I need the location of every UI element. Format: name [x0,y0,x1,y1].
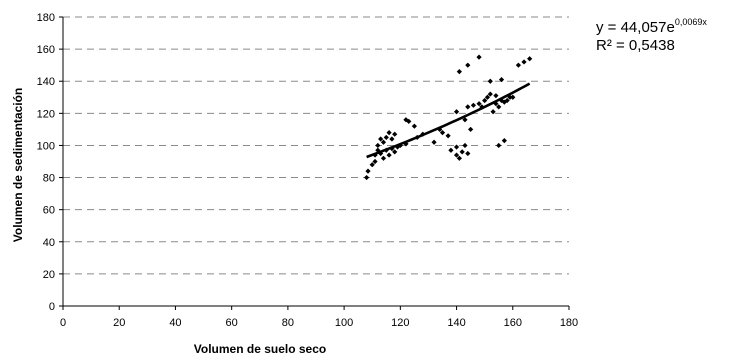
data-point [487,78,493,84]
x-tick-label: 160 [504,317,522,329]
data-point [392,149,398,155]
trendline-equation-box: y = 44,057e0,0069x R² = 0,5438 [596,14,707,55]
data-point [465,62,471,68]
data-point [372,158,378,165]
data-point [501,99,507,105]
x-tick-label: 40 [169,317,181,329]
data-point [462,142,468,149]
data-point [403,117,409,123]
data-point [468,126,474,132]
trendline-group [366,82,531,159]
y-axis-title: Volumen de sedimentación [11,88,25,242]
data-point [437,126,443,132]
data-point [490,109,496,115]
gridlines [63,16,569,275]
data-point [504,97,510,104]
data-point [411,123,417,129]
data-point [383,134,389,141]
data-point [392,131,398,137]
data-point [375,142,381,149]
data-point [487,91,493,97]
data-point [445,133,451,139]
data-point [462,117,468,123]
data-point [369,162,375,168]
data-point [493,101,499,107]
data-point [431,139,437,145]
equation-base: y = 44,057e [596,19,675,36]
data-point [365,168,371,174]
y-tick-label: 20 [43,269,55,281]
x-tick-label: 180 [560,317,578,329]
x-axis-ticks: 0 20 40 60 80 100 120 140 160 180 [60,306,578,329]
data-point [380,155,387,161]
data-point [496,142,502,149]
data-point [482,97,488,104]
y-tick-label: 180 [37,12,55,24]
data-points [364,54,533,181]
trendline-equation: y = 44,057e0,0069x [596,14,707,37]
axes [62,17,569,307]
data-point [448,147,454,153]
data-point [364,174,370,181]
data-point [459,149,465,155]
y-tick-label: 40 [43,237,55,249]
x-axis-title: Volumen de suelo seco [194,342,326,356]
data-point [496,104,502,110]
data-point [389,136,395,142]
y-tick-label: 80 [43,173,55,185]
y-tick-label: 100 [37,140,55,152]
data-point [510,94,516,100]
data-point [453,152,460,158]
data-point [378,136,384,142]
x-tick-label: 100 [335,317,353,329]
data-point [501,138,507,144]
data-point [515,62,521,68]
data-point [386,152,392,158]
data-point [527,56,533,62]
r-squared: R² = 0,5438 [596,37,675,54]
data-point [453,144,460,150]
y-tick-label: 160 [37,44,55,56]
data-point [375,147,381,153]
x-tick-label: 140 [447,317,465,329]
equation-exponent: 0,0069x [674,17,707,27]
data-point [453,109,460,115]
data-point [507,94,513,100]
x-tick-label: 120 [391,317,409,329]
y-tick-label: 140 [37,76,55,88]
x-tick-label: 80 [282,317,294,329]
data-point [378,150,384,157]
data-point [456,68,462,75]
data-point [498,77,505,83]
data-point [456,155,462,161]
data-point [465,104,471,110]
x-tick-label: 20 [113,317,125,329]
data-point [465,150,471,157]
x-tick-label: 0 [60,317,66,329]
y-tick-label: 60 [43,205,55,217]
data-point [493,93,499,99]
y-tick-label: 0 [49,301,55,313]
data-point [521,59,527,65]
y-axis-ticks: 0 20 40 60 80 100 120 140 160 180 [37,12,63,313]
data-point [484,94,491,100]
y-tick-label: 120 [37,108,55,120]
data-point [476,54,482,60]
data-point [386,130,392,136]
data-point [476,101,482,107]
trendline [366,82,531,159]
data-point [439,130,446,136]
data-point [470,102,477,108]
data-point [380,139,387,145]
x-tick-label: 60 [226,317,238,329]
data-point [406,118,412,124]
